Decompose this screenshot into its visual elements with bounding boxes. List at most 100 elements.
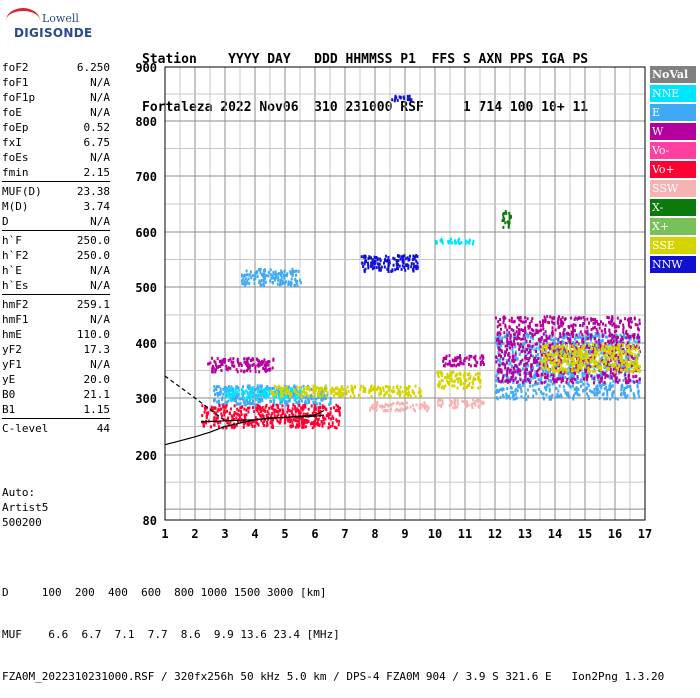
echo-point-w: [527, 326, 530, 330]
echo-point-nne: [240, 388, 243, 392]
echo-point-w: [506, 334, 509, 337]
echo-point-sse: [362, 385, 365, 389]
echo-point-sse: [274, 385, 277, 388]
echo-point-w: [584, 369, 587, 373]
echo-point-w: [553, 350, 556, 354]
echo-point-w: [522, 380, 524, 384]
echo-point-e: [255, 403, 258, 407]
echo-point-e: [541, 392, 544, 396]
echo-point-nne: [251, 394, 253, 398]
echo-point-sse: [479, 381, 482, 385]
echo-point-ssw: [402, 408, 405, 412]
echo-point-e: [514, 392, 517, 396]
echo-point-w: [256, 363, 259, 367]
x-tick-label: 11: [458, 527, 472, 541]
echo-point-w: [538, 329, 540, 333]
echo-point-e: [538, 364, 541, 368]
echo-point-vo+: [323, 405, 326, 409]
echo-point-sse: [354, 385, 357, 389]
echo-point-vo+: [330, 417, 332, 421]
echo-point-nnw: [370, 265, 373, 269]
echo-point-vo+: [233, 404, 236, 408]
echo-point-nnw: [396, 98, 399, 102]
x-tick-label: 17: [638, 527, 652, 541]
echo-point-e: [219, 390, 222, 394]
echo-point-w: [546, 376, 549, 380]
echo-point-w: [625, 336, 628, 340]
echo-point-w: [525, 357, 528, 360]
trace-line: [164, 414, 325, 446]
echo-point-e: [609, 382, 612, 386]
echo-point-w: [215, 365, 218, 369]
echo-point-e: [633, 396, 636, 400]
echo-point-e: [606, 391, 609, 395]
echo-point-sse: [467, 377, 470, 381]
echo-point-w: [512, 329, 515, 332]
param-key: yF1: [2, 358, 22, 371]
echo-point-sse: [376, 386, 379, 390]
echo-point-sse: [601, 360, 604, 364]
echo-point-e: [567, 381, 570, 385]
echo-point-e: [250, 276, 253, 280]
echo-point-vo+: [331, 421, 334, 425]
echo-point-w: [571, 350, 574, 354]
echo-point-vo+: [268, 406, 271, 410]
echo-point-e: [269, 279, 272, 283]
echo-point-sse: [572, 359, 575, 362]
echo-point-e: [532, 365, 535, 369]
echo-point-sse: [608, 363, 611, 366]
echo-point-vo+: [294, 407, 297, 411]
echo-point-w: [524, 320, 527, 324]
echo-point-sse: [384, 385, 387, 389]
echo-point-e: [507, 376, 510, 380]
echo-point-e: [556, 392, 559, 396]
echo-point-sse: [590, 353, 593, 357]
echo-point-e: [256, 384, 259, 388]
echo-point-e: [297, 269, 300, 273]
echo-point-w: [535, 373, 538, 377]
echo-point-sse: [308, 387, 311, 390]
echo-point-w: [608, 341, 611, 344]
echo-point-w: [540, 328, 543, 332]
echo-point-e: [236, 402, 239, 406]
echo-point-nnw: [412, 265, 415, 269]
echo-point-nne: [232, 393, 235, 396]
echo-point-sse: [386, 385, 389, 389]
echo-point-e: [276, 282, 279, 286]
echo-point-w: [524, 356, 527, 360]
echo-point-nne: [293, 397, 296, 401]
param-key: hmE: [2, 328, 22, 341]
echo-point-w: [499, 332, 502, 336]
echo-point-e: [222, 387, 225, 391]
echo-point-e: [257, 400, 260, 404]
echo-point-nnw: [415, 254, 418, 257]
echo-point-e: [580, 378, 583, 382]
echo-point-e: [283, 269, 286, 273]
echo-point-w: [250, 358, 253, 362]
echo-point-w: [598, 326, 601, 330]
echo-point-w: [589, 356, 592, 360]
echo-point-vo+: [290, 411, 293, 415]
echo-point-w: [503, 354, 506, 357]
param-row: foF1 N/A: [2, 75, 110, 90]
echo-point-x-: [507, 222, 510, 226]
echo-point-vo+: [314, 419, 317, 423]
echo-point-nne: [229, 392, 232, 396]
echo-point-vo+: [270, 414, 273, 418]
echo-point-sse: [345, 392, 348, 396]
param-value: N/A: [90, 106, 110, 119]
echo-point-sse: [304, 391, 307, 395]
echo-point-w: [557, 377, 560, 381]
echo-point-e: [541, 337, 544, 341]
param-row: fmin 2.15: [2, 165, 110, 180]
echo-point-sse: [330, 389, 332, 393]
echo-point-x-: [504, 221, 507, 225]
echo-point-e: [257, 386, 260, 390]
echo-point-e: [581, 371, 584, 375]
echo-point-e: [577, 387, 580, 391]
echo-point-e: [510, 390, 513, 394]
echo-point-w: [569, 339, 572, 342]
echo-point-e: [571, 374, 574, 378]
echo-point-w: [216, 357, 219, 361]
echo-point-w: [573, 318, 576, 321]
